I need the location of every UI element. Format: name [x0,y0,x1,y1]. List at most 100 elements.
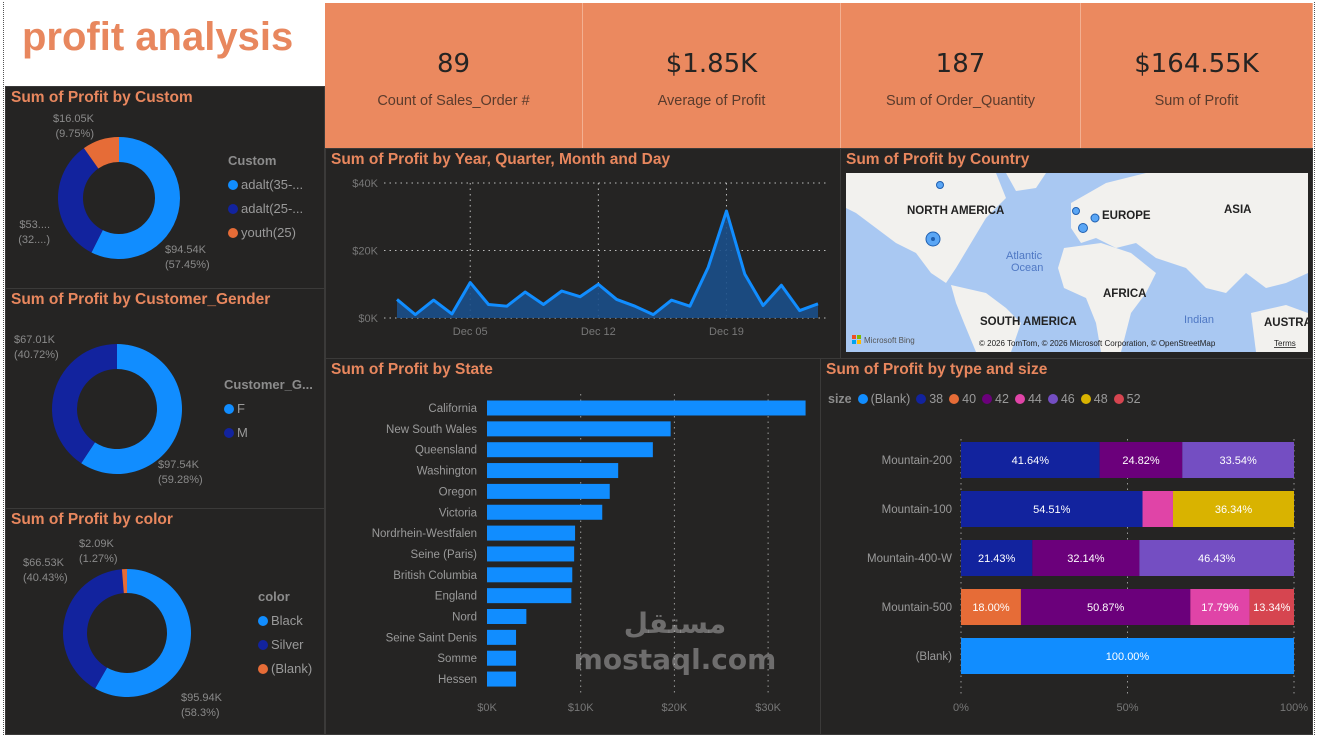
kpi-label: Average of Profit [657,93,766,109]
data-point[interactable] [743,272,747,276]
legend-item[interactable]: (Blank) [857,392,910,406]
legend-item[interactable]: 44 [1014,392,1042,406]
legend-item[interactable]: 48 [1080,392,1108,406]
kpi-card-order-quantity[interactable]: 187 Sum of Order_Quantity [841,3,1081,148]
data-point[interactable] [798,309,802,313]
stack-segment[interactable] [961,491,1143,527]
stack-segment[interactable] [1190,589,1250,625]
state-bar[interactable] [487,650,517,666]
state-bar[interactable] [487,546,575,562]
kpi-card-avg-profit[interactable]: $1.85K Average of Profit [583,3,841,148]
legend-item[interactable]: adalt(25-... [228,201,303,216]
data-point[interactable] [432,298,436,302]
stack-segment[interactable] [961,540,1033,576]
state-bar-chart[interactable]: $0K $10K $20K $30K California New South Wales… [326,359,822,736]
stack-segment[interactable] [1182,442,1294,478]
map-bubbles[interactable] [925,181,1100,247]
donut-slice[interactable] [121,569,127,594]
stack-segment[interactable] [1172,491,1294,527]
legend-label: 48 [1093,392,1108,406]
legend-item[interactable]: 38 [916,392,943,406]
legend-item[interactable]: Silver [258,637,312,652]
legend-item[interactable]: 42 [982,392,1009,406]
donut-chart[interactable]: $95.94K (58.3%) $66.53K (40.43%) $2.09K (1.27… [6,509,326,736]
stack-segment[interactable] [1099,442,1183,478]
data-point[interactable] [596,282,600,286]
state-bar[interactable] [487,400,806,416]
donut-chart[interactable]: $97.54K (59.28%) $67.01K (40.72%) [6,289,326,510]
data-point[interactable] [541,303,545,307]
data-point[interactable] [761,304,765,308]
donut-chart[interactable]: $94.54K (57.45%) $53.... (32....) $16.05K (9.… [6,87,326,290]
donut-panel-color[interactable]: Sum of Profit by color $95.94K (58.3%) $66… [5,508,325,735]
state-bar[interactable] [487,442,653,458]
data-point[interactable] [724,209,728,213]
data-point[interactable] [706,265,710,269]
data-point[interactable] [487,303,491,307]
kpi-card-sum-profit[interactable]: $164.55K Sum of Profit [1081,3,1313,148]
data-point[interactable] [688,304,692,308]
stack-segment[interactable] [961,638,1294,674]
type-size-panel[interactable]: Sum of Profit by type and size size (Blan… [820,358,1313,735]
state-bar[interactable] [487,463,619,479]
data-point[interactable] [450,312,454,316]
legend-item[interactable]: adalt(35-... [228,177,303,192]
donut-slice[interactable] [95,569,191,697]
legend-item[interactable]: Black [258,613,312,628]
stack-segment[interactable] [961,589,1021,625]
stack-segment[interactable] [1139,540,1294,576]
data-point[interactable] [633,304,637,308]
donut-slice[interactable] [83,137,119,169]
donut-slice[interactable] [91,137,181,259]
map-view[interactable]: NORTH AMERICA EUROPE ASIA AFRICA SOUTH A… [846,173,1308,352]
legend-item[interactable]: 52 [1113,392,1141,406]
stack-segment[interactable] [1249,589,1294,625]
donut-slice[interactable] [63,569,124,689]
data-point[interactable] [670,298,674,302]
map-terms-link[interactable]: Terms [1274,339,1296,348]
data-point[interactable] [779,283,783,287]
data-point[interactable] [468,281,472,285]
data-point[interactable] [505,304,509,308]
donut-slice[interactable] [51,344,117,464]
world-map[interactable]: NORTH AMERICA EUROPE ASIA AFRICA SOUTH A… [846,173,1308,352]
state-bar[interactable] [487,483,610,499]
stack-segment[interactable] [1032,540,1140,576]
state-bar[interactable] [487,609,527,624]
data-point[interactable] [413,313,417,317]
state-bar-panel[interactable]: Sum of Profit by State $0K $10K $20K $30K Ca… [325,358,821,735]
legend-item[interactable]: youth(25) [228,225,303,240]
stack-segment[interactable] [961,442,1100,478]
legend-item[interactable]: 40 [949,392,976,406]
state-bar[interactable] [487,671,517,687]
stack-segment[interactable] [1142,491,1173,527]
data-point[interactable] [816,302,820,306]
legend-item[interactable]: M [224,425,313,440]
line-chart[interactable]: $0K $20K $40K Dec 05 Dec 12 Dec 19 [326,149,842,360]
profit-line[interactable] [396,209,819,317]
state-bar[interactable] [487,504,603,520]
kpi-card-count-orders[interactable]: 89 Count of Sales_Order # [325,3,583,148]
legend-item[interactable]: F [224,401,313,416]
donut-panel-custom[interactable]: Sum of Profit by Custom $94.54K (57.45%) $… [5,86,325,289]
state-bar[interactable] [487,421,671,437]
state-bar[interactable] [487,629,517,645]
data-point[interactable] [578,295,582,299]
legend-label: adalt(35-... [241,177,304,192]
legend-item[interactable]: 46 [1047,392,1075,406]
data-point[interactable] [560,289,564,293]
data-point[interactable] [615,297,619,301]
donut-panel-gender[interactable]: Sum of Profit by Customer_Gender $97.54K… [5,288,325,509]
line-chart-panel[interactable]: Sum of Profit by Year, Quarter, Month an… [325,148,841,359]
state-bar[interactable] [487,525,576,541]
donut-slice[interactable] [81,344,182,474]
data-point[interactable] [395,297,399,301]
legend-item[interactable]: (Blank) [258,661,312,676]
state-bar[interactable] [487,567,573,583]
data-point[interactable] [523,290,527,294]
donut-slice[interactable] [58,148,103,253]
state-bar[interactable] [487,588,572,604]
data-point[interactable] [651,313,655,317]
stack-segment[interactable] [1020,589,1191,625]
stacked-bar-chart[interactable]: 0% 50% 100% Mountain-200 41.64% 24.82% 33.54% M… [821,359,1314,736]
